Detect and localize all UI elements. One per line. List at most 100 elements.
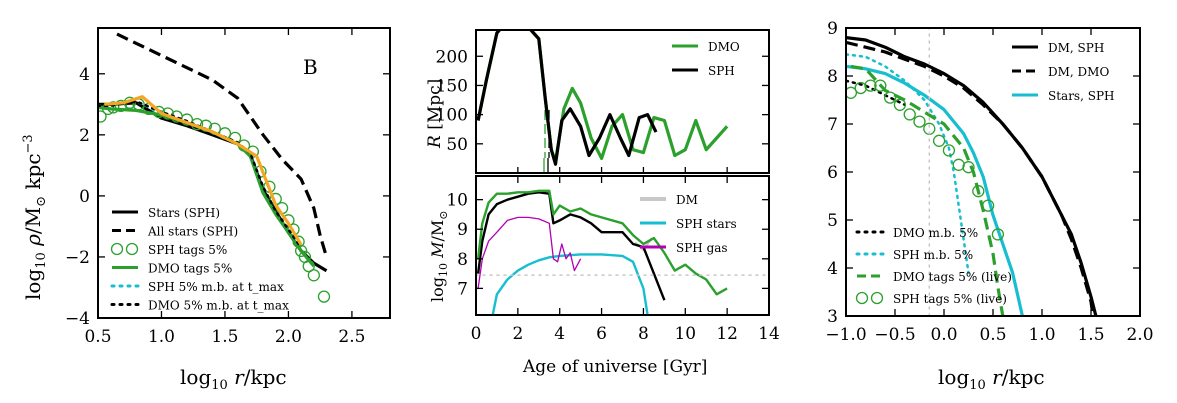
x-tick-label: 0.5 (84, 327, 111, 347)
data-point (883, 91, 897, 104)
series-dmo-m-b-5-line (846, 79, 907, 107)
legend-label: DMO tags 5% (148, 262, 232, 276)
legend-label: SPH (708, 64, 735, 78)
data-point (991, 228, 1005, 241)
data-point (981, 199, 995, 212)
data-point (846, 86, 858, 99)
x-tick-label: 1.0 (148, 327, 175, 347)
legend-item-stars-sph: Stars, SPH (1012, 89, 1114, 103)
y-tick-label: 4 (79, 65, 90, 85)
y-axis-label: R [Mpc] (425, 79, 445, 149)
legend-label: Stars (SPH) (148, 206, 220, 220)
x-tick-label: −0.5 (874, 325, 915, 345)
data-point (864, 79, 877, 92)
x-tick-label: 4 (554, 324, 565, 344)
legend-item-stars-sph: Stars (SPH) (112, 206, 220, 220)
data-point (874, 79, 887, 92)
legend-label: SPH 5% m.b. at t_max (148, 280, 284, 294)
legend: DMO SPH (672, 40, 740, 78)
x-tick-label: 10 (674, 324, 696, 344)
legend-item-dm-sph: DM, SPH (1012, 41, 1104, 55)
data-point (932, 134, 946, 147)
y-tick-label: 0 (79, 187, 90, 207)
data-point (903, 108, 916, 121)
legend-item-sph-tags-5-live: SPH tags 5% (live) (855, 291, 1007, 306)
x-axis-label: Age of universe [Gyr] (522, 357, 707, 377)
y-tick-label: 4 (827, 259, 838, 279)
legend-label: DM (676, 193, 698, 207)
legend-label: DMO 5% m.b. at t_max (148, 299, 289, 313)
legend-item-dmo-tags-5: DMO tags 5% (112, 262, 232, 276)
y-tick-label: 7 (827, 115, 838, 135)
x-tick-label: 8 (638, 324, 649, 344)
legend-label: DMO (708, 40, 740, 54)
y-tick-label: 9 (827, 19, 838, 39)
y-tick-label: 8 (827, 67, 838, 87)
y-tick-label: −4 (65, 309, 90, 329)
y-tick-label: 9 (457, 220, 468, 240)
series-dm-dmo-line (846, 40, 1095, 316)
separation-panel: 50 100 150 200 DMO SPH R [Mpc] (425, 29, 770, 174)
legend-item-dmo-tags-5-live: DMO tags 5% (live) (857, 270, 1012, 284)
legend-swatch (855, 291, 869, 305)
y-tick-label: 7 (457, 279, 468, 299)
y-tick-label: 100 (436, 106, 468, 126)
x-axis-label: log10 r/kpc (938, 365, 1045, 393)
legend-label: SPH stars (676, 217, 737, 231)
series-stars-sph-line (846, 64, 1024, 316)
legend-item-dmo: DMO (672, 40, 740, 54)
legend-swatch (110, 242, 124, 256)
y-tick-label: 50 (446, 135, 468, 155)
legend-item-dmo-5-m-b-at-t-max: DMO 5% m.b. at t_max (110, 299, 289, 313)
legend-label: DMO tags 5% (live) (893, 270, 1012, 284)
data-point (913, 115, 926, 128)
legend: Stars (SPH) All stars (SPH) SPH tags 5% DMO… (110, 206, 289, 313)
series-sph-gas-line (477, 216, 582, 289)
series-sph-line (476, 30, 658, 166)
series-unlabeled-6-line (104, 95, 303, 246)
legend-item-all-stars-sph: All stars (SPH) (112, 225, 238, 239)
y-tick-label: 8 (457, 250, 468, 270)
series-all-stars-sph-line (116, 32, 329, 258)
series-sph-m-b-5-line (846, 53, 970, 275)
x-axis-label: log10 r/kpc (180, 365, 287, 393)
legend-item-dm: DM (640, 193, 698, 207)
x-tick-label: 2 (512, 324, 523, 344)
data-point (98, 110, 107, 123)
x-tick-label: 2.0 (1126, 325, 1153, 345)
x-tick-label: 14 (758, 324, 780, 344)
y-tick-label: 3 (827, 307, 838, 327)
legend-label: DMO m.b. 5% (893, 226, 978, 240)
legend-swatch (870, 291, 884, 305)
data-point (893, 98, 907, 111)
data-point (307, 269, 320, 282)
x-tick-label: 12 (716, 324, 738, 344)
series-unlabeled-3-line (476, 191, 666, 301)
x-tick-label: −1.0 (825, 325, 866, 345)
legend-label: Stars, SPH (1048, 89, 1114, 103)
legend-label: SPH tags 5% (148, 243, 227, 257)
x-tick-label: 2.5 (338, 327, 365, 347)
x-tick-label: 0.5 (979, 325, 1006, 345)
y-tick-label: −2 (65, 248, 90, 268)
x-tick-label: 2.0 (275, 327, 302, 347)
legend-item-sph-5-m-b-at-t-max: SPH 5% m.b. at t_max (110, 280, 284, 294)
legend-swatch (125, 242, 139, 256)
legend: DM SPH stars SPH gas (640, 193, 737, 255)
x-tick-label: 6 (596, 324, 607, 344)
series-sph-tags-5-live (846, 79, 1005, 241)
legend-label: DM, DMO (1048, 65, 1109, 79)
series-unlabeled-4-line (476, 189, 728, 296)
series-sph-stars-line (491, 253, 649, 315)
panel-annotation: B (303, 55, 318, 79)
legend-item-sph-gas: SPH gas (640, 241, 728, 255)
y-tick-label: 2 (79, 126, 90, 146)
legend-item-dmo-m-b-5: DMO m.b. 5% (855, 226, 978, 240)
y-axis-label: log10 M/M⊙ (428, 211, 450, 302)
series-dmo-line (476, 30, 729, 163)
data-point (962, 161, 975, 174)
legend-item-dm-dmo: DM, DMO (1012, 65, 1109, 79)
data-point (294, 244, 308, 257)
